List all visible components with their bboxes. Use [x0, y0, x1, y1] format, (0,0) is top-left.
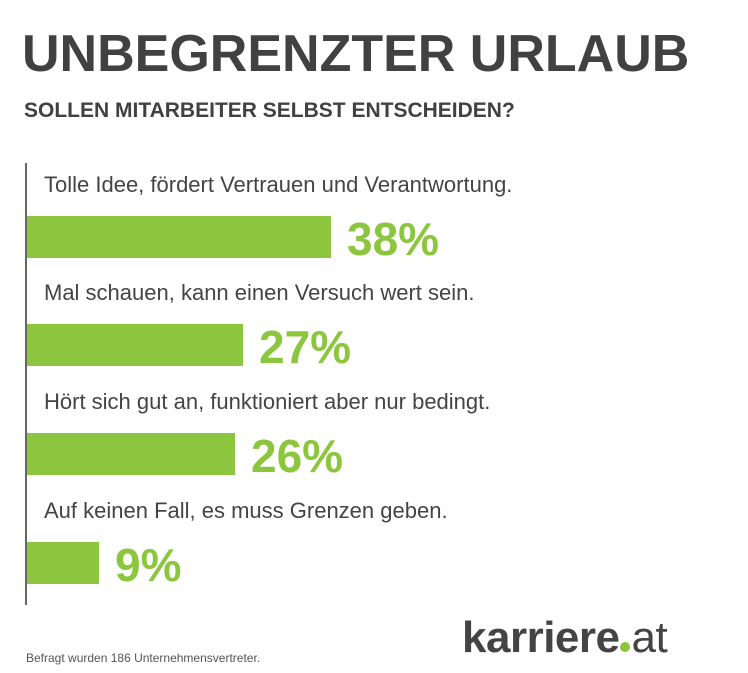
- bar: [27, 216, 331, 258]
- axis-line: [25, 163, 27, 605]
- logo-main: karriere: [462, 613, 620, 662]
- logo-tld: at: [631, 613, 668, 662]
- karriere-logo: karriere at: [462, 613, 668, 662]
- value-label: 27%: [259, 321, 352, 373]
- survey-note: Befragt wurden 186 Unternehmensvertreter…: [26, 651, 261, 665]
- chart-subtitle: SOLLEN MITARBEITER SELBST ENTSCHEIDEN?: [24, 99, 515, 122]
- value-label: 26%: [251, 430, 344, 482]
- bar: [27, 542, 99, 584]
- value-label: 9%: [115, 539, 182, 591]
- logo-dot: [620, 642, 631, 652]
- chart-title: UNBEGRENZTER URLAUB: [22, 25, 690, 83]
- bar-label: Hört sich gut an, funktioniert aber nur …: [44, 389, 491, 414]
- bar: [27, 433, 235, 475]
- value-label: 38%: [347, 213, 440, 265]
- bar-label: Tolle Idee, fördert Vertrauen und Verant…: [44, 172, 513, 197]
- bar-label: Mal schauen, kann einen Versuch wert sei…: [44, 280, 475, 305]
- bar: [27, 324, 243, 366]
- bar-label: Auf keinen Fall, es muss Grenzen geben.: [44, 498, 448, 523]
